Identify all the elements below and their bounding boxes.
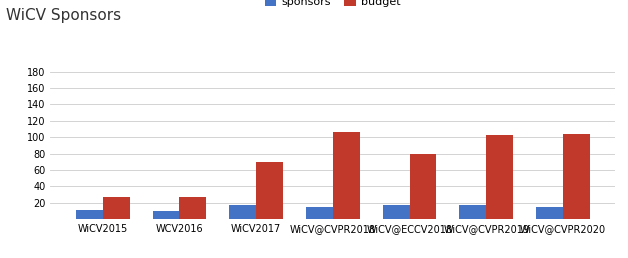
Bar	[229, 205, 256, 219]
Bar	[459, 205, 486, 219]
Bar	[76, 210, 103, 219]
Legend: sponsors, budget: sponsors, budget	[261, 0, 405, 12]
Bar	[256, 162, 283, 219]
Bar	[563, 134, 590, 219]
Bar	[103, 197, 129, 219]
Bar	[180, 197, 207, 219]
Bar	[409, 154, 436, 219]
Bar	[382, 205, 409, 219]
Bar	[333, 132, 360, 219]
Bar	[486, 135, 513, 219]
Text: WiCV Sponsors: WiCV Sponsors	[6, 8, 121, 23]
Bar	[153, 211, 180, 219]
Bar	[536, 207, 563, 219]
Bar	[306, 207, 333, 219]
